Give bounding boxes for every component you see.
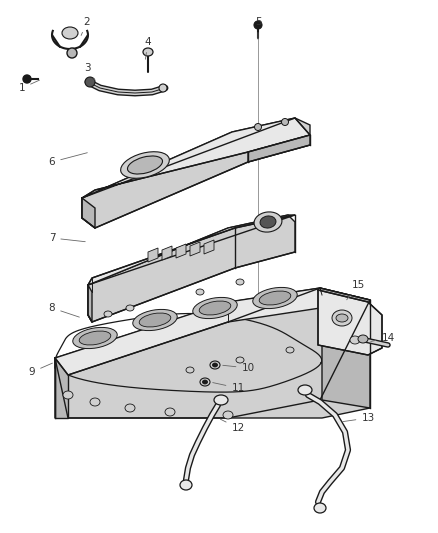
Ellipse shape xyxy=(143,48,153,56)
Text: 10: 10 xyxy=(223,363,254,373)
Ellipse shape xyxy=(214,395,228,405)
Ellipse shape xyxy=(159,84,167,92)
Ellipse shape xyxy=(62,27,78,39)
Ellipse shape xyxy=(236,279,244,285)
Ellipse shape xyxy=(126,305,134,311)
Text: 14: 14 xyxy=(371,333,395,343)
Ellipse shape xyxy=(253,287,297,309)
Polygon shape xyxy=(204,240,214,254)
Ellipse shape xyxy=(200,378,210,386)
Ellipse shape xyxy=(120,152,170,178)
Polygon shape xyxy=(320,288,370,408)
Ellipse shape xyxy=(104,311,112,317)
Ellipse shape xyxy=(254,212,282,232)
Text: 2: 2 xyxy=(81,17,90,36)
Polygon shape xyxy=(248,135,310,162)
Ellipse shape xyxy=(314,503,326,513)
Ellipse shape xyxy=(210,361,220,369)
Ellipse shape xyxy=(85,77,95,87)
Ellipse shape xyxy=(180,480,192,490)
Polygon shape xyxy=(82,198,95,228)
Text: 13: 13 xyxy=(343,413,374,423)
Ellipse shape xyxy=(165,408,175,416)
Text: 9: 9 xyxy=(28,363,53,377)
Text: 7: 7 xyxy=(49,233,85,243)
Ellipse shape xyxy=(199,301,231,315)
Polygon shape xyxy=(55,358,68,418)
Ellipse shape xyxy=(79,331,111,345)
Ellipse shape xyxy=(332,310,352,326)
Text: 1: 1 xyxy=(19,80,39,93)
Ellipse shape xyxy=(125,404,135,412)
Ellipse shape xyxy=(193,297,237,319)
Ellipse shape xyxy=(73,327,117,349)
Text: 5: 5 xyxy=(254,17,261,39)
Ellipse shape xyxy=(133,309,177,330)
Polygon shape xyxy=(190,242,200,256)
Ellipse shape xyxy=(212,363,218,367)
Polygon shape xyxy=(148,248,158,262)
Ellipse shape xyxy=(236,357,244,363)
Ellipse shape xyxy=(350,336,360,344)
Ellipse shape xyxy=(298,385,312,395)
Circle shape xyxy=(23,75,31,83)
Polygon shape xyxy=(88,215,295,322)
Text: 6: 6 xyxy=(49,153,87,167)
Polygon shape xyxy=(82,118,310,198)
Ellipse shape xyxy=(196,289,204,295)
Ellipse shape xyxy=(63,391,73,399)
Text: 12: 12 xyxy=(220,419,245,433)
Ellipse shape xyxy=(254,124,261,131)
Text: 15: 15 xyxy=(347,280,364,300)
Polygon shape xyxy=(318,290,382,355)
Ellipse shape xyxy=(282,118,289,125)
Ellipse shape xyxy=(254,21,262,29)
Ellipse shape xyxy=(223,411,233,419)
Ellipse shape xyxy=(127,156,162,174)
Ellipse shape xyxy=(186,367,194,373)
Ellipse shape xyxy=(260,216,276,228)
Polygon shape xyxy=(162,246,172,260)
Polygon shape xyxy=(88,285,92,322)
Text: 8: 8 xyxy=(49,303,79,317)
Ellipse shape xyxy=(259,291,291,305)
Ellipse shape xyxy=(286,347,294,353)
Text: 3: 3 xyxy=(84,63,95,80)
Polygon shape xyxy=(55,288,370,375)
Polygon shape xyxy=(55,288,370,418)
Text: 11: 11 xyxy=(213,383,245,393)
Polygon shape xyxy=(82,118,310,228)
Polygon shape xyxy=(176,244,186,258)
Ellipse shape xyxy=(67,48,77,58)
Ellipse shape xyxy=(358,335,368,343)
Ellipse shape xyxy=(90,398,100,406)
Ellipse shape xyxy=(336,314,348,322)
Ellipse shape xyxy=(202,380,208,384)
Ellipse shape xyxy=(139,313,171,327)
Text: 4: 4 xyxy=(145,37,151,59)
Polygon shape xyxy=(88,215,295,285)
